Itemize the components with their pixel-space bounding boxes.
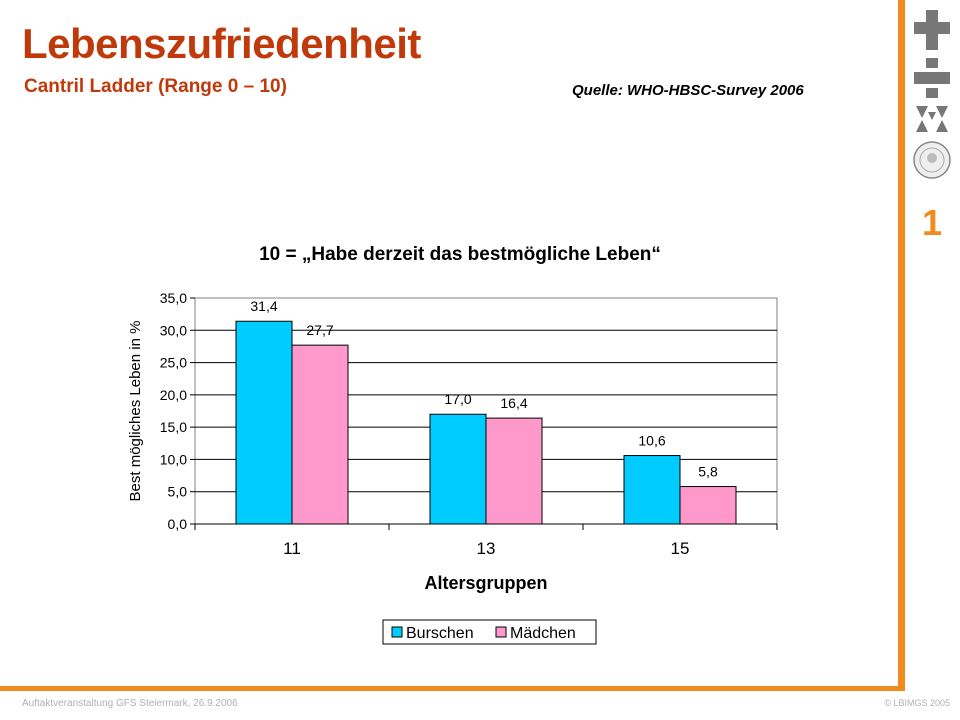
page-subtitle: Cantril Ladder (Range 0 – 10) (24, 76, 287, 97)
data-label: 5,8 (698, 464, 718, 480)
y-tick-label: 15,0 (160, 419, 187, 435)
data-label: 10,6 (638, 433, 665, 449)
footer-copyright: © LBIMGS 2005 (884, 698, 950, 708)
y-tick-label: 30,0 (160, 322, 187, 338)
logo-icon (913, 10, 951, 179)
page-number: 1 (921, 202, 943, 243)
x-tick-label: 11 (283, 539, 301, 558)
bar-chart: 0,0 5,0 10,0 15,0 20,0 25,0 30,0 35,0 11 13 15 31,4… (127, 290, 778, 645)
y-tick-label: 5,0 (168, 484, 188, 500)
footer-event: Auftaktveranstaltung GFS Steiermark, 26.… (22, 698, 238, 709)
legend-box (382, 619, 597, 645)
y-tick-label: 20,0 (160, 387, 187, 403)
legend-swatch-mädchen (495, 626, 507, 638)
bar-mädchen-11 (291, 344, 349, 525)
page-title: Lebenszufriedenheit (22, 20, 421, 67)
frame-horizontal-bar (0, 686, 905, 691)
y-tick-label: 35,0 (160, 290, 187, 306)
bar-burschen-15 (623, 455, 681, 525)
data-label: 31,4 (250, 298, 277, 314)
y-tick-label: 25,0 (160, 355, 187, 371)
bar-burschen-13 (429, 413, 487, 525)
data-label: 16,4 (500, 395, 527, 411)
legend-label: Mädchen (510, 625, 576, 642)
y-tick-label: 10,0 (160, 451, 187, 467)
x-tick-label: 15 (671, 539, 690, 558)
legend-label: Burschen (406, 625, 474, 642)
chart-title: 10 = „Habe derzeit das bestmögliche Lebe… (259, 244, 661, 265)
y-axis-label: Best mögliches Leben in % (127, 321, 144, 502)
frame-vertical-bar (898, 0, 905, 690)
data-label: 17,0 (444, 391, 471, 407)
x-axis-label: Altersgruppen (424, 573, 547, 593)
bar-mädchen-15 (679, 486, 737, 525)
data-label: 27,7 (306, 322, 333, 338)
x-tick-label: 13 (477, 539, 496, 558)
bar-burschen-11 (235, 320, 293, 525)
bar-mädchen-13 (485, 417, 543, 525)
legend-swatch-burschen (391, 626, 403, 638)
source-note: Quelle: WHO-HBSC-Survey 2006 (572, 82, 804, 99)
y-tick-label: 0,0 (168, 516, 188, 532)
